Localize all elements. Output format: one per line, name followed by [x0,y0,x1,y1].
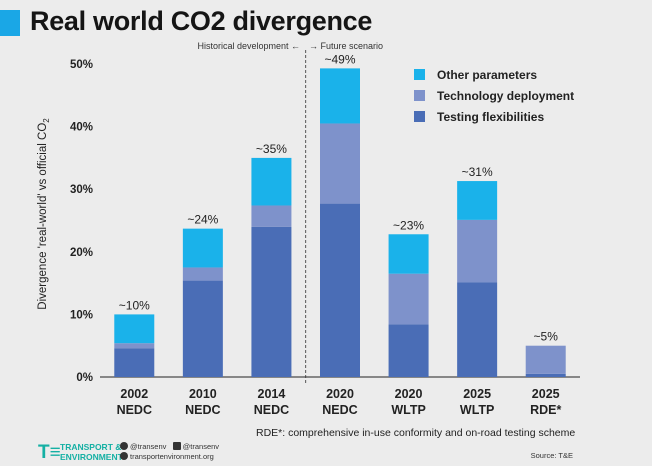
legend-label: Other parameters [437,68,537,82]
brand-logo-icon: T≡ [38,442,61,463]
bar-total-label: ~49% [324,52,355,66]
bar-segment [114,343,155,349]
bar-total-label: ~35% [256,142,287,156]
bar-segment [114,314,155,344]
facebook-link[interactable]: @transenv [172,442,220,452]
bar-segment [525,373,566,377]
brand-name-line1: TRANSPORT & [60,442,122,452]
twitter-icon [120,442,128,450]
divider-label-historical: Historical development ← [197,41,300,51]
bar-segment [457,282,498,377]
legend: Other parameters Technology deployment Tes… [414,68,574,124]
y-tick-label: 50% [70,59,93,71]
bar-segment [114,348,155,377]
bar-segment [251,205,292,227]
y-tick-label: 30% [70,184,93,196]
bar-total-label: ~24% [187,213,218,227]
facebook-icon [172,442,181,450]
bar-total-label: ~31% [462,165,493,179]
divider-label-future: → Future scenario [309,41,383,51]
legend-swatch [414,69,425,80]
x-tick-label: NEDC [254,403,289,417]
bar-segment [525,345,566,374]
website-link[interactable]: transportenvironment.org [120,452,214,462]
bars: ~10% 2002 NEDC ~24% 2010 NEDC ~35% 2014 NEDC ~49%… [114,52,566,417]
y-tick-label: 20% [70,247,93,259]
brand-name: TRANSPORT & ENVIRONMENT [60,442,123,462]
source-note: Source: T&E [531,451,573,460]
x-tick-label: WLTP [391,403,425,417]
brand-name-line2: ENVIRONMENT [60,451,123,462]
bar-segment [388,273,429,325]
title-accent-band [0,10,20,36]
x-tick-label: 2020 [326,387,354,401]
y-tick-label: 0% [76,372,93,384]
bar-total-label: ~5% [534,330,559,344]
bar-segment [320,203,360,377]
legend-label: Technology deployment [437,89,574,103]
globe-icon [120,452,128,460]
x-tick-label: 2025 [532,387,560,401]
bar-total-label: ~10% [119,298,150,312]
bar-segment [388,234,429,274]
footnote: RDE*: comprehensive in-use conformity an… [256,427,575,439]
social-links: @transenv @transenv transportenvironment… [120,442,219,462]
bar-segment [320,123,360,204]
bar-segment [457,219,498,283]
bar-segment [182,280,223,377]
y-axis-label: Divergence 'real-world' vs official CO2 [37,118,51,310]
facebook-handle: @transenv [182,442,220,451]
x-tick-label: 2002 [120,387,148,401]
legend-label: Testing flexibilities [437,110,544,124]
bar-segment [182,228,223,268]
website-url: transportenvironment.org [130,452,214,461]
legend-swatch [414,90,425,101]
x-tick-label: 2014 [258,387,286,401]
y-tick-label: 40% [70,122,93,134]
x-tick-label: 2020 [395,387,423,401]
twitter-handle: @transenv [130,442,167,451]
chart-title: Real world CO2 divergence [30,6,373,36]
x-tick-label: RDE* [530,403,561,417]
bar-segment [388,324,429,377]
bar-segment [457,181,498,220]
x-tick-label: NEDC [117,403,152,417]
scenario-divider: Historical development ← → Future scenar… [197,41,383,384]
x-tick-label: NEDC [185,403,220,417]
x-tick-label: WLTP [460,403,494,417]
bar-segment [182,267,223,281]
bar-segment [320,68,360,124]
legend-swatch [414,111,425,122]
y-tick-label: 10% [70,309,93,321]
x-tick-label: 2010 [189,387,217,401]
bar-total-label: ~23% [393,218,424,232]
bar-segment [251,226,292,377]
twitter-link[interactable]: @transenv [120,442,166,452]
bar-segment [251,157,292,206]
x-tick-label: 2025 [463,387,491,401]
x-tick-label: NEDC [322,403,357,417]
